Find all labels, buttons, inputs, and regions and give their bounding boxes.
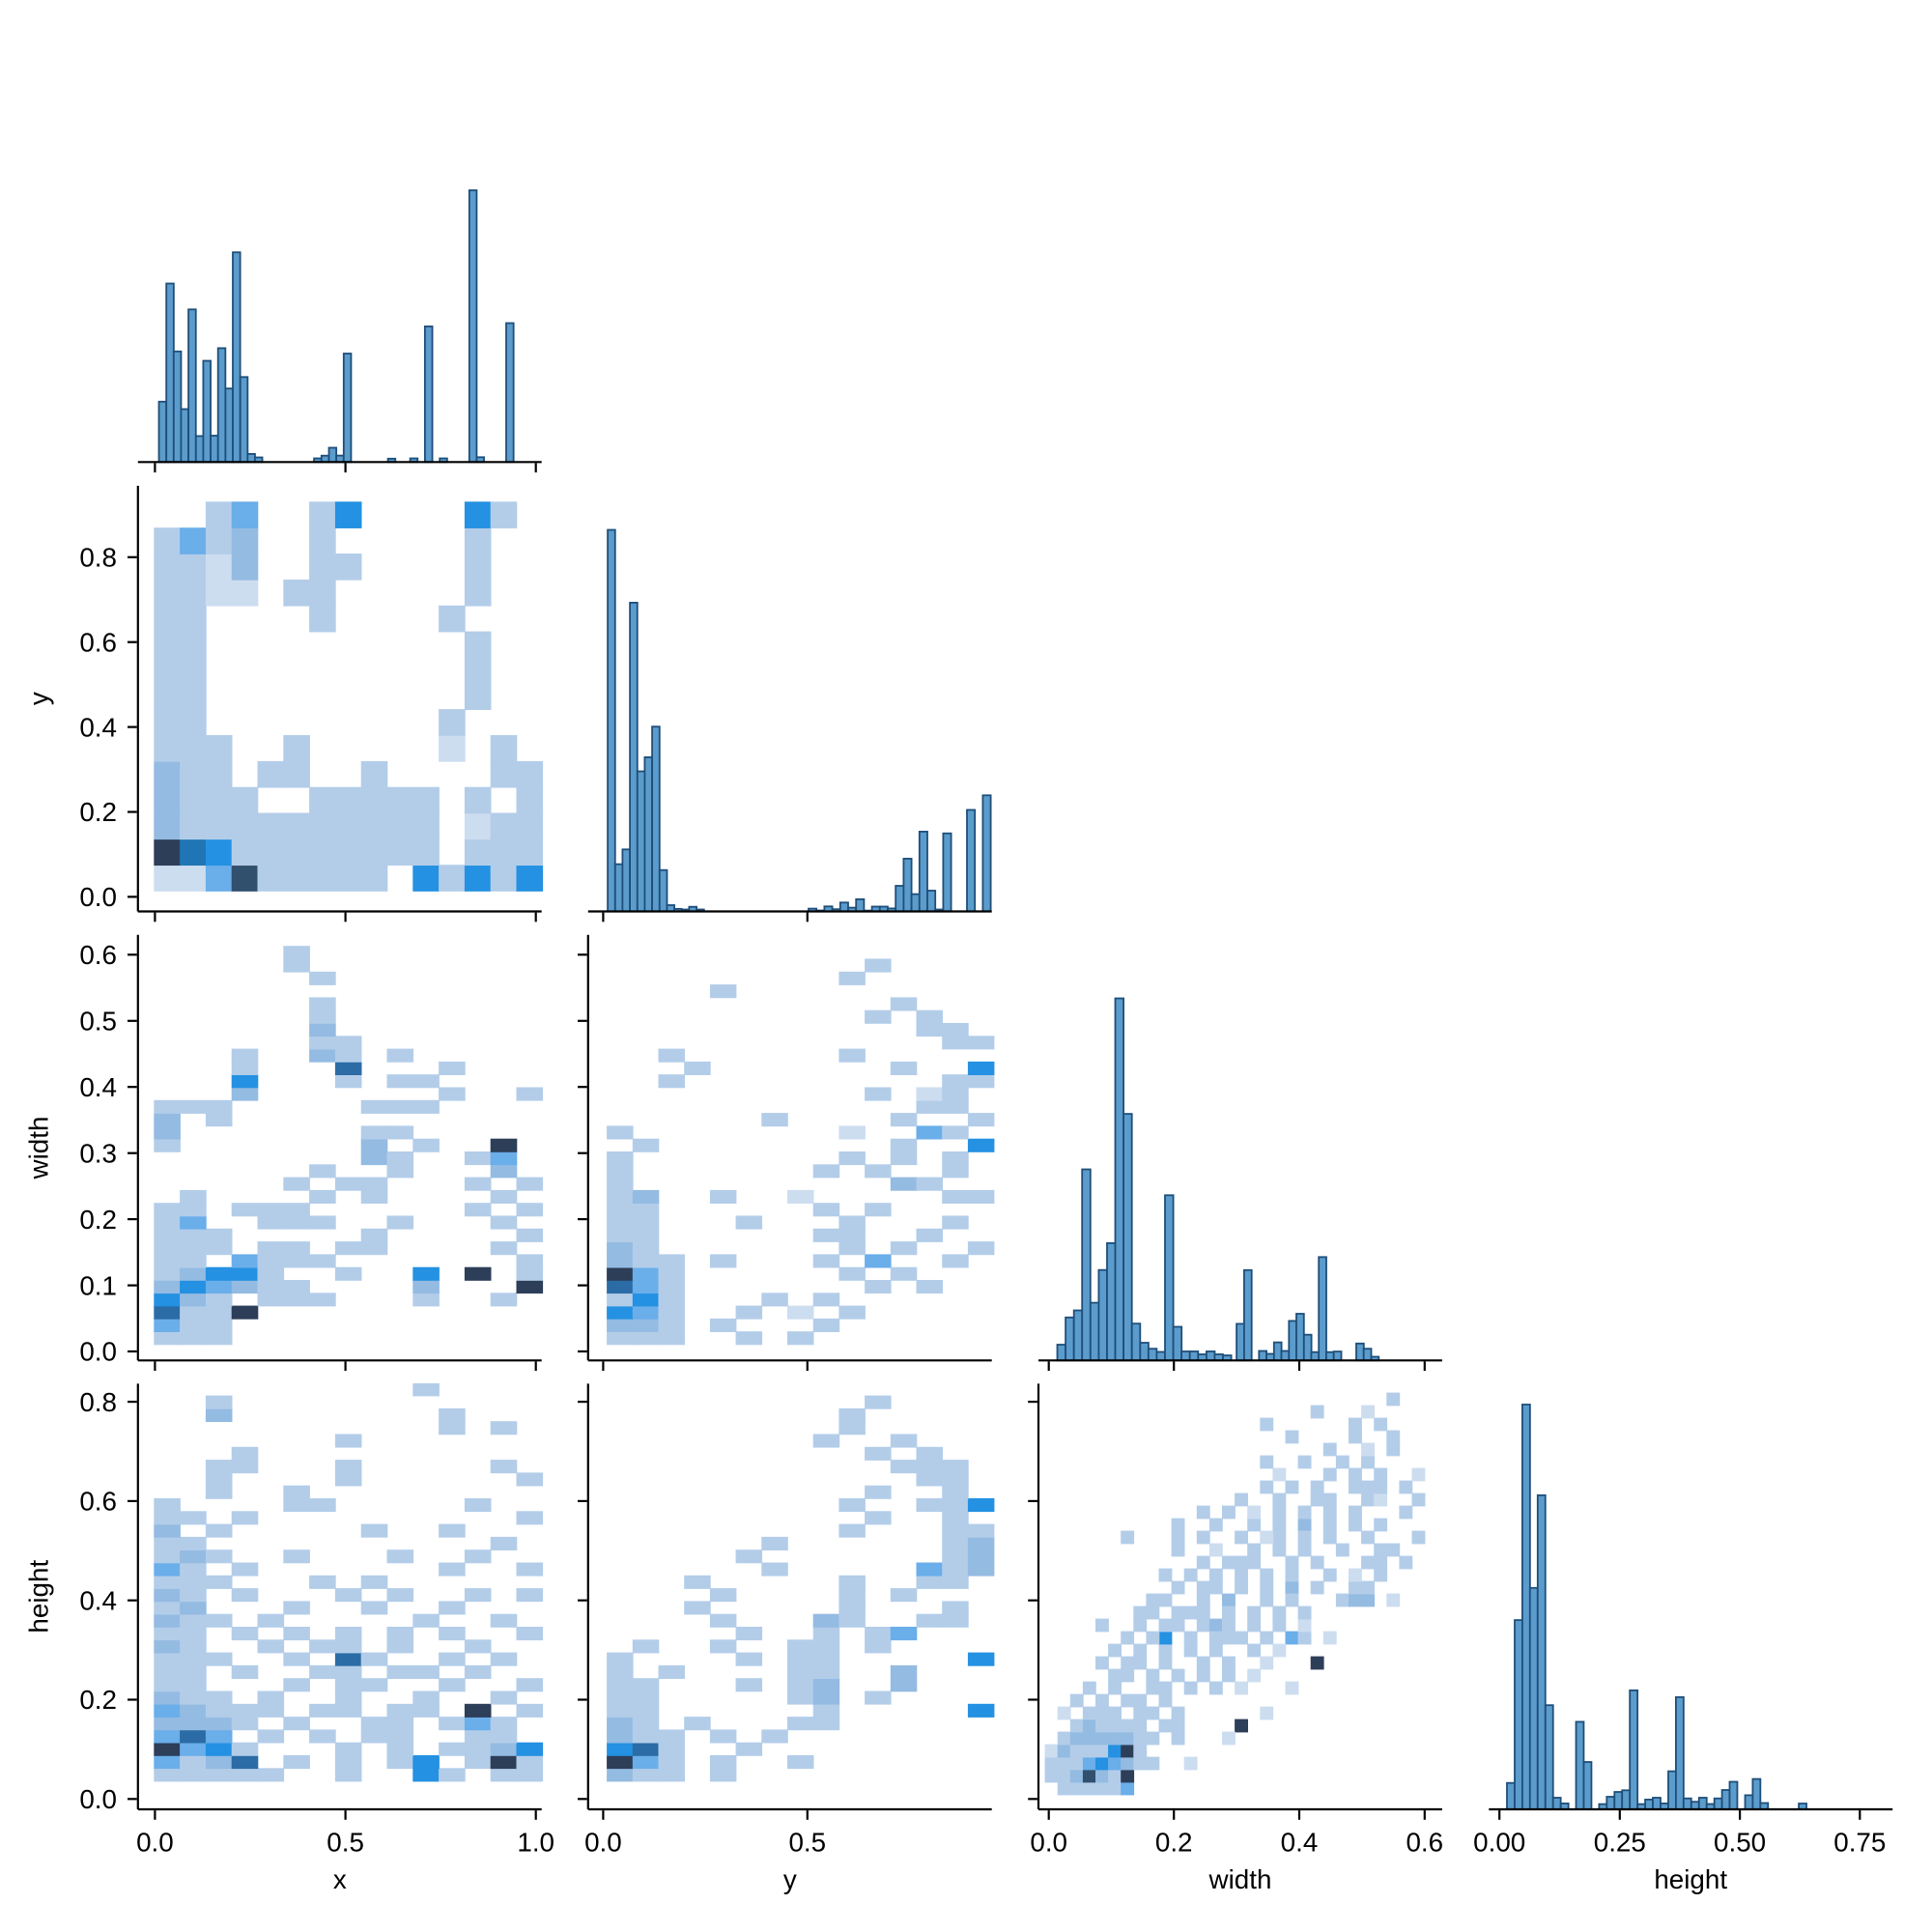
svg-text:0.75: 0.75 <box>1833 1828 1886 1858</box>
svg-text:0.0: 0.0 <box>79 1784 117 1814</box>
svg-text:0.2: 0.2 <box>79 1205 117 1235</box>
svg-text:0.0: 0.0 <box>79 1337 117 1367</box>
svg-text:width: width <box>1208 1864 1272 1894</box>
svg-text:0.4: 0.4 <box>79 1585 117 1615</box>
svg-text:x: x <box>333 1864 347 1894</box>
svg-text:0.4: 0.4 <box>1281 1828 1319 1858</box>
svg-text:0.6: 0.6 <box>79 1487 117 1517</box>
svg-text:0.0: 0.0 <box>584 1828 622 1858</box>
svg-text:height: height <box>24 1560 54 1634</box>
svg-text:0.8: 0.8 <box>79 543 117 573</box>
svg-text:0.0: 0.0 <box>1030 1828 1067 1858</box>
svg-text:0.2: 0.2 <box>79 797 117 827</box>
svg-text:0.00: 0.00 <box>1473 1828 1525 1858</box>
svg-text:1.0: 1.0 <box>517 1828 554 1858</box>
svg-text:width: width <box>24 1117 54 1180</box>
svg-text:0.1: 0.1 <box>79 1270 117 1300</box>
svg-text:0.50: 0.50 <box>1714 1828 1766 1858</box>
svg-text:height: height <box>1654 1864 1727 1894</box>
svg-text:0.6: 0.6 <box>79 627 117 657</box>
svg-text:0.0: 0.0 <box>136 1828 174 1858</box>
svg-text:0.4: 0.4 <box>79 1072 117 1102</box>
svg-text:0.0: 0.0 <box>79 882 117 912</box>
svg-text:0.4: 0.4 <box>79 712 117 742</box>
svg-text:0.6: 0.6 <box>79 940 117 970</box>
svg-text:0.5: 0.5 <box>788 1828 826 1858</box>
svg-text:y: y <box>24 692 54 705</box>
svg-text:0.2: 0.2 <box>1155 1828 1193 1858</box>
svg-text:0.8: 0.8 <box>79 1387 117 1417</box>
svg-text:0.3: 0.3 <box>79 1138 117 1168</box>
svg-text:0.2: 0.2 <box>79 1685 117 1715</box>
svg-text:0.25: 0.25 <box>1594 1828 1646 1858</box>
svg-text:y: y <box>783 1864 797 1894</box>
svg-text:0.5: 0.5 <box>79 1007 117 1037</box>
svg-text:0.5: 0.5 <box>327 1828 364 1858</box>
svg-text:0.6: 0.6 <box>1406 1828 1443 1858</box>
